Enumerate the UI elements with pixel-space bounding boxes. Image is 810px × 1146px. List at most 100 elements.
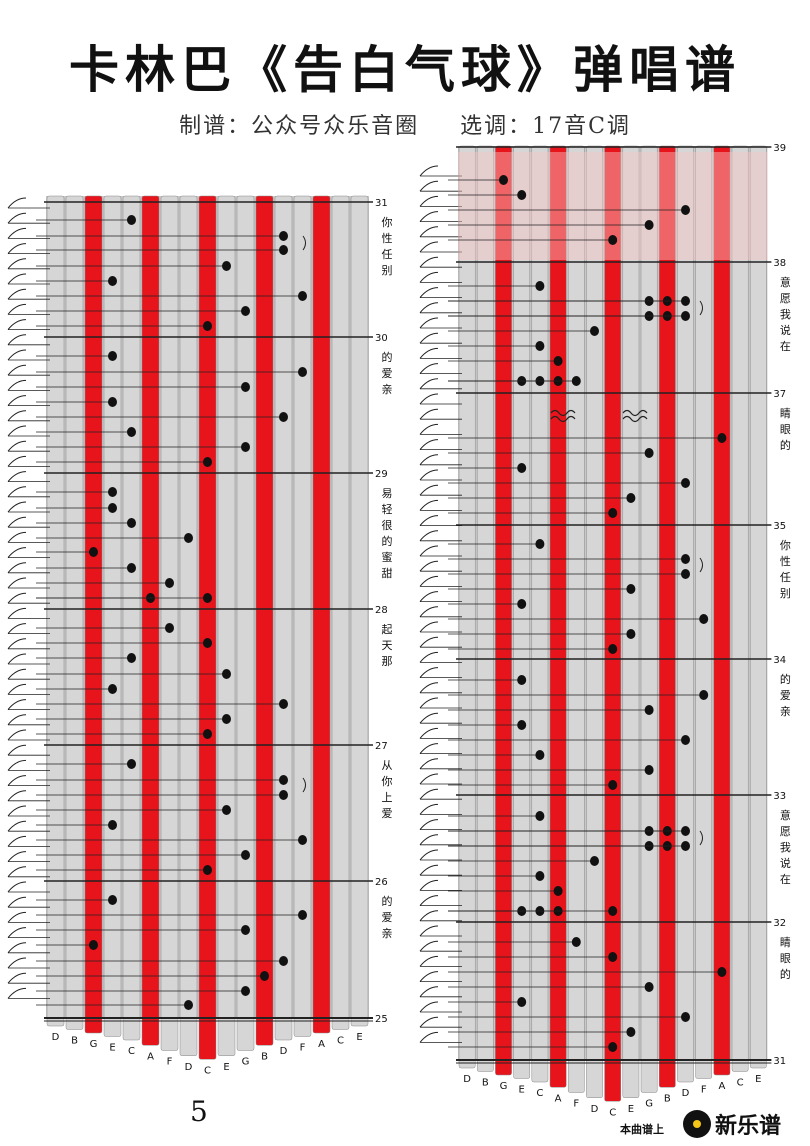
lyric-char: 睛 bbox=[780, 407, 791, 420]
tine-red bbox=[141, 195, 160, 1046]
lyric-char: 从 bbox=[382, 759, 393, 772]
beat-flag bbox=[7, 835, 27, 847]
tine-red bbox=[658, 145, 676, 1088]
lyric-char: 意 bbox=[780, 808, 791, 822]
note-head bbox=[681, 554, 690, 564]
note-head bbox=[517, 463, 527, 473]
beat-flag bbox=[419, 667, 439, 678]
beat-flag bbox=[419, 545, 439, 557]
key-label: D bbox=[52, 1032, 60, 1043]
beat-flag bbox=[419, 271, 439, 283]
note-head bbox=[298, 291, 307, 301]
beat-flag bbox=[7, 531, 27, 543]
note-head bbox=[279, 956, 288, 966]
beat-flag bbox=[7, 775, 27, 786]
note-head bbox=[571, 376, 581, 386]
key-label: A bbox=[318, 1039, 325, 1050]
beat-flag bbox=[7, 227, 27, 239]
note-head bbox=[681, 1012, 690, 1022]
note-head bbox=[681, 735, 690, 745]
note-head bbox=[608, 952, 618, 962]
tine-gray bbox=[731, 145, 749, 1072]
brand-logo: 新乐谱 bbox=[683, 1108, 781, 1140]
beat-flag bbox=[419, 454, 439, 466]
beat-flag bbox=[419, 940, 439, 952]
beat-flag bbox=[419, 499, 439, 511]
tine-gray bbox=[122, 195, 141, 1041]
beat-flag bbox=[7, 258, 27, 270]
note-head bbox=[644, 220, 654, 230]
beat-flag bbox=[7, 197, 27, 209]
lyric-char: 爱 bbox=[382, 367, 393, 380]
tremolo-mark bbox=[622, 409, 648, 423]
note-head bbox=[644, 765, 654, 775]
beat-flag bbox=[7, 577, 27, 589]
beat-flag bbox=[419, 1031, 439, 1043]
beat-flag bbox=[7, 486, 27, 498]
tine-gray bbox=[350, 195, 369, 1027]
note-head bbox=[127, 518, 136, 528]
beat-flag bbox=[419, 879, 439, 891]
beat-flag bbox=[7, 714, 27, 726]
lyric-char: 亲 bbox=[382, 926, 393, 940]
note-head bbox=[644, 705, 654, 715]
tine-gray bbox=[179, 195, 198, 1056]
page-title: 卡林巴《告白气球》弹唱谱 bbox=[69, 41, 741, 99]
tine-gray bbox=[695, 145, 713, 1079]
lyric-char: 说 bbox=[780, 323, 791, 337]
beat-flag bbox=[419, 773, 439, 785]
key-label: G bbox=[90, 1039, 98, 1050]
note-head bbox=[681, 478, 690, 488]
arranger-credit: 制谱：公众号众乐音圈 bbox=[179, 114, 420, 139]
lyric-char: 性 bbox=[382, 231, 393, 245]
note-head bbox=[222, 805, 231, 815]
beat-flag bbox=[419, 697, 439, 709]
note-head bbox=[590, 326, 599, 336]
key-label: D bbox=[682, 1088, 690, 1099]
beat-flag bbox=[7, 972, 27, 984]
lyric-char: 亲 bbox=[780, 704, 791, 718]
beat-flag bbox=[7, 243, 27, 254]
lyric-char: 起 bbox=[382, 623, 393, 636]
lyric-char: 蜜 bbox=[382, 550, 393, 564]
key-label: A bbox=[555, 1093, 562, 1104]
lyric-char: 亲 bbox=[382, 382, 393, 396]
note-head bbox=[644, 448, 654, 458]
lyric-char: 爱 bbox=[382, 807, 393, 820]
key-label: G bbox=[500, 1081, 508, 1092]
beat-flag bbox=[419, 378, 439, 390]
lyric-char: 任 bbox=[780, 571, 791, 584]
note-head bbox=[535, 811, 545, 821]
note-head bbox=[681, 311, 690, 321]
beat-flag bbox=[419, 469, 439, 481]
beat-flag bbox=[7, 410, 27, 422]
beat-flag bbox=[419, 864, 439, 876]
note-head bbox=[203, 593, 212, 603]
lyric-char: 你 bbox=[780, 539, 791, 552]
beat-flag bbox=[7, 759, 27, 771]
tremolo-mark bbox=[550, 409, 576, 423]
note-head bbox=[298, 910, 307, 920]
note-head bbox=[165, 623, 174, 633]
lyric-char: 甜 bbox=[382, 567, 393, 580]
lyric-char: 那 bbox=[382, 655, 393, 668]
key-label: E bbox=[519, 1085, 525, 1096]
key-label: F bbox=[300, 1043, 306, 1054]
beat-flag bbox=[419, 910, 439, 922]
beat-flag bbox=[7, 516, 27, 528]
beat-flag bbox=[7, 273, 27, 285]
note-head bbox=[108, 397, 117, 407]
key-label: C bbox=[337, 1036, 344, 1047]
key-info: 选调：17音C调 bbox=[460, 114, 631, 139]
tine-gray bbox=[274, 195, 293, 1041]
note-head bbox=[108, 487, 117, 497]
note-head bbox=[279, 245, 288, 255]
tine-red bbox=[255, 195, 274, 1046]
measure-number: 35 bbox=[773, 521, 786, 532]
footer-note: 本曲谱上 bbox=[620, 1123, 664, 1136]
lyric-char: 我 bbox=[780, 308, 791, 321]
subtitle: 制谱：公众号众乐音圈 选调：17音C调 bbox=[0, 108, 810, 140]
key-label: B bbox=[482, 1078, 489, 1089]
tine-gray bbox=[749, 145, 767, 1069]
lyric-char: 易 bbox=[382, 487, 393, 500]
